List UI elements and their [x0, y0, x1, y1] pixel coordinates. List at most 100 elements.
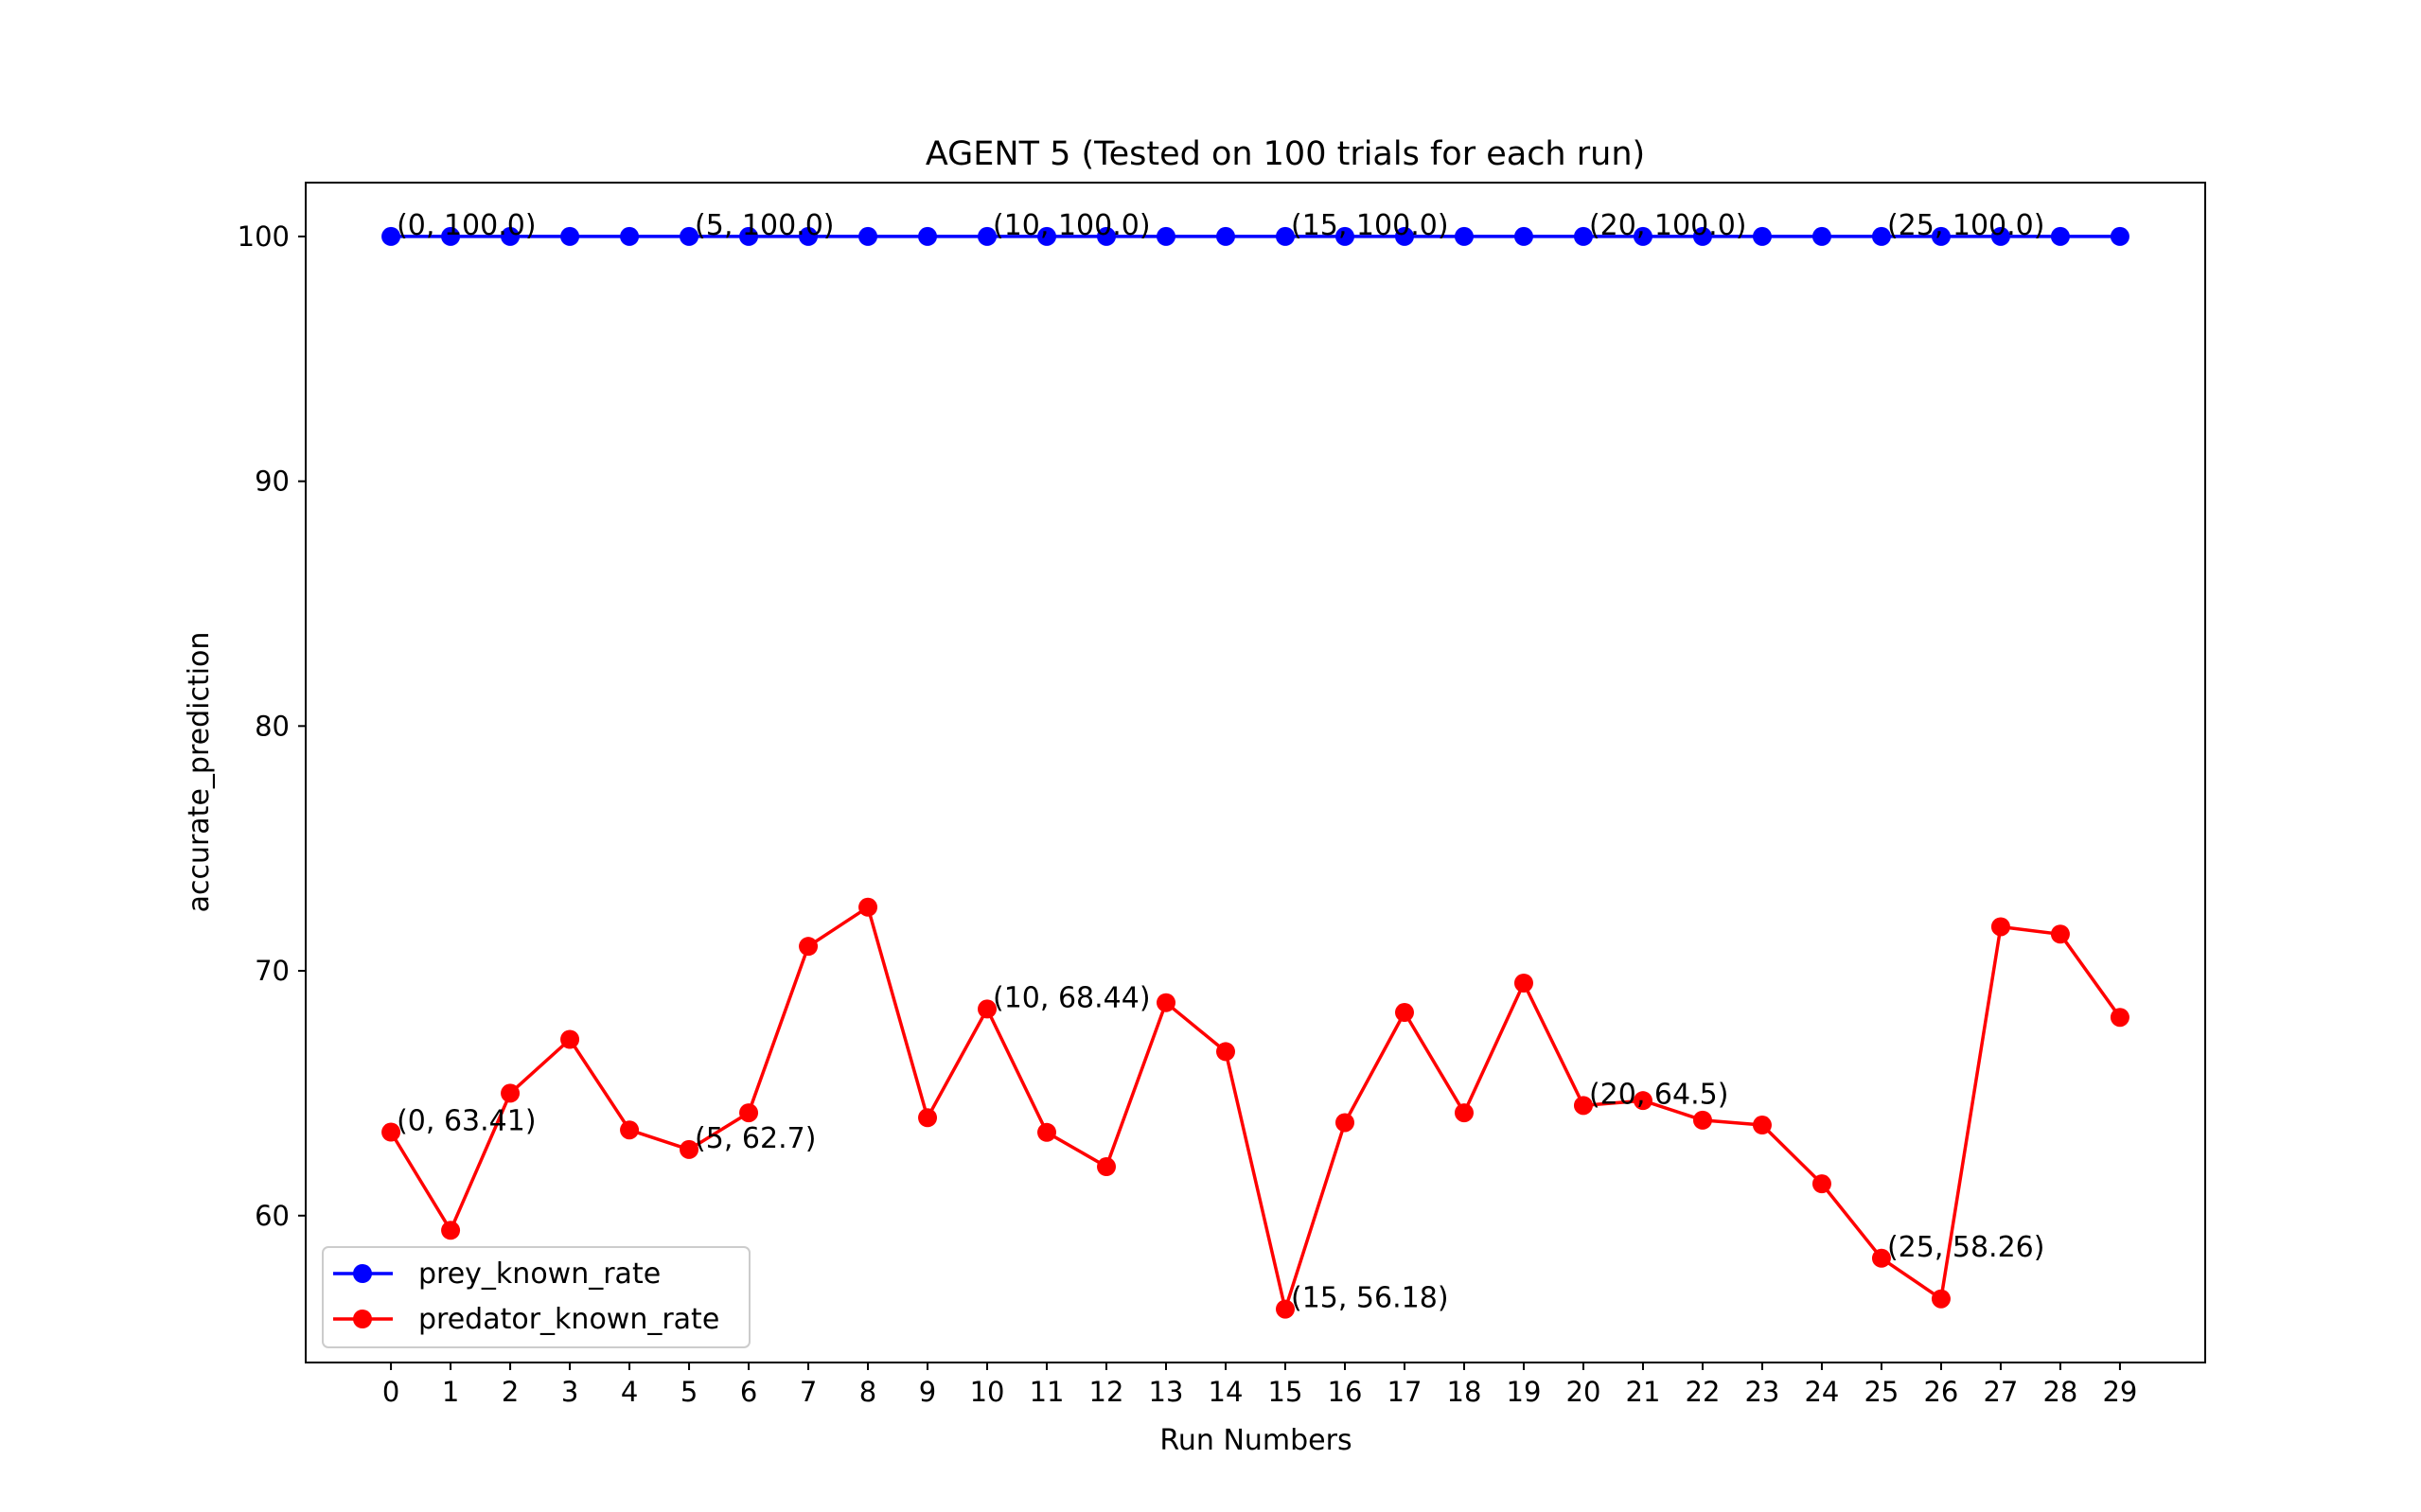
x-tick-label-9: 9 — [919, 1376, 936, 1408]
data-point-prey_known_rate-9 — [918, 226, 938, 246]
data-point-prey_known_rate-27 — [1990, 226, 2010, 246]
legend-marker-prey_known_rate — [353, 1264, 372, 1283]
data-label-predator_known_rate-25: (25, 58.26) — [1887, 1231, 2045, 1264]
legend: prey_known_rate predator_known_rate — [322, 1246, 751, 1348]
data-point-predator_known_rate-4 — [620, 1120, 640, 1140]
data-point-predator_known_rate-27 — [1990, 917, 2010, 937]
x-tick-label-5: 5 — [680, 1376, 698, 1408]
data-point-predator_known_rate-29 — [2110, 1008, 2129, 1028]
data-point-prey_known_rate-1 — [441, 226, 461, 246]
data-point-prey_known_rate-6 — [739, 226, 759, 246]
data-point-predator_known_rate-1 — [441, 1221, 461, 1240]
data-point-predator_known_rate-21 — [1633, 1091, 1652, 1111]
x-tick-label-29: 29 — [2102, 1376, 2137, 1408]
data-label-predator_known_rate-20: (20, 64.5) — [1589, 1078, 1728, 1111]
x-tick-label-15: 15 — [1268, 1376, 1303, 1408]
axis-ticks: 0 1 2 3 4 5 6 7 8 9 10 11 12 13 14 15 16 17 18 19 20 21 22 23 24… — [238, 220, 2138, 1408]
data-point-prey_known_rate-28 — [2050, 226, 2070, 246]
data-point-predator_known_rate-5 — [680, 1139, 699, 1159]
legend-box — [322, 1246, 751, 1348]
data-point-prey_known_rate-7 — [799, 226, 819, 246]
data-point-prey_known_rate-17 — [1394, 226, 1414, 246]
data-point-predator_known_rate-14 — [1216, 1042, 1236, 1062]
data-label-predator_known_rate-10: (10, 68.44) — [993, 981, 1151, 1014]
data-point-predator_known_rate-11 — [1037, 1122, 1057, 1142]
x-tick-label-2: 2 — [502, 1376, 519, 1408]
y-axis-label: accurate_prediction — [183, 632, 216, 913]
data-point-predator_known_rate-15 — [1275, 1299, 1295, 1319]
x-tick-label-6: 6 — [740, 1376, 757, 1408]
x-tick-label-27: 27 — [1983, 1376, 2018, 1408]
data-label-prey_known_rate-15: (15, 100.0) — [1291, 209, 1449, 242]
data-point-predator_known_rate-20 — [1573, 1096, 1593, 1116]
data-point-prey_known_rate-14 — [1216, 226, 1236, 246]
x-tick-label-8: 8 — [859, 1376, 876, 1408]
data-point-prey_known_rate-4 — [620, 226, 640, 246]
data-point-predator_known_rate-0 — [381, 1122, 401, 1142]
y-tick-label-80: 80 — [255, 710, 290, 742]
data-point-predator_known_rate-28 — [2050, 924, 2070, 944]
data-point-predator_known_rate-3 — [560, 1029, 580, 1049]
x-tick-label-20: 20 — [1566, 1376, 1601, 1408]
data-point-predator_known_rate-16 — [1334, 1113, 1354, 1133]
data-point-prey_known_rate-29 — [2110, 226, 2129, 246]
x-tick-label-28: 28 — [2042, 1376, 2077, 1408]
x-tick-label-10: 10 — [970, 1376, 1005, 1408]
data-point-predator_known_rate-7 — [799, 937, 819, 957]
data-point-predator_known_rate-13 — [1157, 993, 1176, 1012]
x-axis-label: Run Numbers — [1159, 1424, 1352, 1457]
data-point-prey_known_rate-18 — [1454, 226, 1474, 246]
data-point-predator_known_rate-8 — [858, 897, 878, 917]
data-point-predator_known_rate-18 — [1454, 1103, 1474, 1123]
data-point-predator_known_rate-2 — [501, 1083, 521, 1103]
data-point-predator_known_rate-19 — [1513, 973, 1533, 993]
x-tick-label-0: 0 — [382, 1376, 399, 1408]
x-tick-label-14: 14 — [1209, 1376, 1244, 1408]
x-tick-label-3: 3 — [561, 1376, 578, 1408]
data-point-predator_known_rate-26 — [1931, 1289, 1951, 1309]
data-point-prey_known_rate-25 — [1871, 226, 1891, 246]
x-tick-label-12: 12 — [1089, 1376, 1124, 1408]
data-point-predator_known_rate-25 — [1871, 1248, 1891, 1268]
x-tick-label-25: 25 — [1864, 1376, 1899, 1408]
x-tick-label-19: 19 — [1507, 1376, 1542, 1408]
data-point-prey_known_rate-11 — [1037, 226, 1057, 246]
data-point-predator_known_rate-22 — [1692, 1110, 1712, 1130]
x-tick-label-22: 22 — [1686, 1376, 1721, 1408]
x-tick-label-13: 13 — [1149, 1376, 1184, 1408]
data-point-prey_known_rate-19 — [1513, 226, 1533, 246]
x-tick-label-21: 21 — [1626, 1376, 1661, 1408]
x-tick-label-4: 4 — [621, 1376, 638, 1408]
legend-marker-predator_known_rate — [353, 1310, 372, 1328]
data-point-prey_known_rate-8 — [858, 226, 878, 246]
y-tick-label-100: 100 — [238, 220, 290, 253]
data-point-prey_known_rate-21 — [1633, 226, 1652, 246]
data-point-prey_known_rate-26 — [1931, 226, 1951, 246]
data-label-predator_known_rate-0: (0, 63.41) — [397, 1105, 536, 1138]
data-point-predator_known_rate-10 — [978, 999, 998, 1019]
data-point-prey_known_rate-15 — [1275, 226, 1295, 246]
y-tick-label-60: 60 — [255, 1200, 290, 1232]
plot-area: (0, 100.0) (5, 100.0) (10, 100.0) (15, 100.… — [381, 209, 2129, 1319]
axes-frame — [305, 182, 2206, 1363]
data-point-prey_known_rate-3 — [560, 226, 580, 246]
data-label-prey_known_rate-10: (10, 100.0) — [993, 209, 1151, 242]
data-label-prey_known_rate-0: (0, 100.0) — [397, 209, 536, 242]
data-point-prey_known_rate-13 — [1157, 226, 1176, 246]
data-point-predator_known_rate-12 — [1097, 1157, 1117, 1177]
x-tick-label-7: 7 — [800, 1376, 817, 1408]
data-point-prey_known_rate-24 — [1811, 226, 1831, 246]
series-line-predator_known_rate — [389, 905, 2122, 1311]
legend-label-prey_known_rate: prey_known_rate — [418, 1257, 661, 1291]
data-label-prey_known_rate-25: (25, 100.0) — [1887, 209, 2045, 242]
data-point-prey_known_rate-0 — [381, 226, 401, 246]
data-point-prey_known_rate-16 — [1334, 226, 1354, 246]
legend-label-predator_known_rate: predator_known_rate — [418, 1303, 719, 1336]
y-tick-label-70: 70 — [255, 955, 290, 987]
data-point-predator_known_rate-17 — [1394, 1003, 1414, 1023]
data-point-predator_known_rate-24 — [1811, 1174, 1831, 1194]
data-point-prey_known_rate-22 — [1692, 226, 1712, 246]
x-tick-label-24: 24 — [1804, 1376, 1839, 1408]
x-tick-label-23: 23 — [1744, 1376, 1779, 1408]
